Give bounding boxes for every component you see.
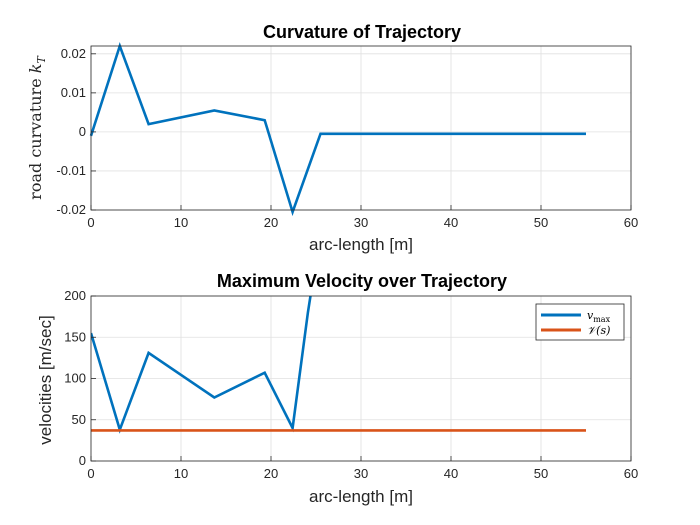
legend-label-vs: 𝒱(s)	[587, 324, 610, 337]
x-tick-label: 50	[534, 466, 548, 481]
x-tick-labels: 0 10 20 30 40 50 60	[87, 466, 638, 481]
series-group	[91, 296, 586, 434]
series-line-0	[91, 296, 312, 434]
legend-box	[535, 303, 625, 341]
chart-title: Curvature of Trajectory	[263, 22, 461, 42]
x-tick-label: 60	[624, 466, 638, 481]
series-line-0	[89, 42, 586, 217]
y-tick-label: 0	[79, 453, 86, 468]
y-tick-labels: -0.02 -0.01 0 0.01 0.02	[56, 46, 86, 217]
x-tick-label: 60	[624, 215, 638, 230]
x-tick-label: 0	[87, 215, 94, 230]
y-tick-labels: 0 50 100 150 200	[64, 288, 86, 468]
y-tick-label: 150	[64, 329, 86, 344]
legend: vmax 𝒱(s)	[535, 303, 625, 341]
x-tick-label: 20	[264, 466, 278, 481]
y-tick-label: 0	[79, 124, 86, 139]
y-tick-label: 100	[64, 371, 86, 386]
velocity-chart: Maximum Velocity over Trajectory 0 10 20 30…	[36, 271, 638, 506]
x-axis-label: arc-length [m]	[309, 487, 413, 506]
y-tick-label: -0.01	[56, 163, 86, 178]
x-tick-label: 40	[444, 466, 458, 481]
series-group	[89, 42, 586, 217]
curvature-chart: Curvature of Trajectory 0 10 20 30 40 50 60 -0…	[26, 22, 638, 254]
x-tick-label: 0	[87, 466, 94, 481]
y-tick-label: 50	[72, 412, 86, 427]
y-tick-label: 0.01	[61, 85, 86, 100]
x-tick-label: 40	[444, 215, 458, 230]
x-tick-label: 30	[354, 215, 368, 230]
x-tick-labels: 0 10 20 30 40 50 60	[87, 215, 638, 230]
x-tick-label: 20	[264, 215, 278, 230]
y-tick-label: -0.02	[56, 202, 86, 217]
x-tick-label: 50	[534, 215, 548, 230]
x-tick-label: 10	[174, 466, 188, 481]
y-tick-label: 0.02	[61, 46, 86, 61]
y-axis-label: velocities [m/sec]	[36, 315, 55, 444]
y-tick-label: 200	[64, 288, 86, 303]
x-tick-label: 30	[354, 466, 368, 481]
x-axis-label: arc-length [m]	[309, 235, 413, 254]
chart-title: Maximum Velocity over Trajectory	[217, 271, 507, 291]
y-axis-label: road curvature kT	[26, 55, 48, 200]
x-tick-label: 10	[174, 215, 188, 230]
